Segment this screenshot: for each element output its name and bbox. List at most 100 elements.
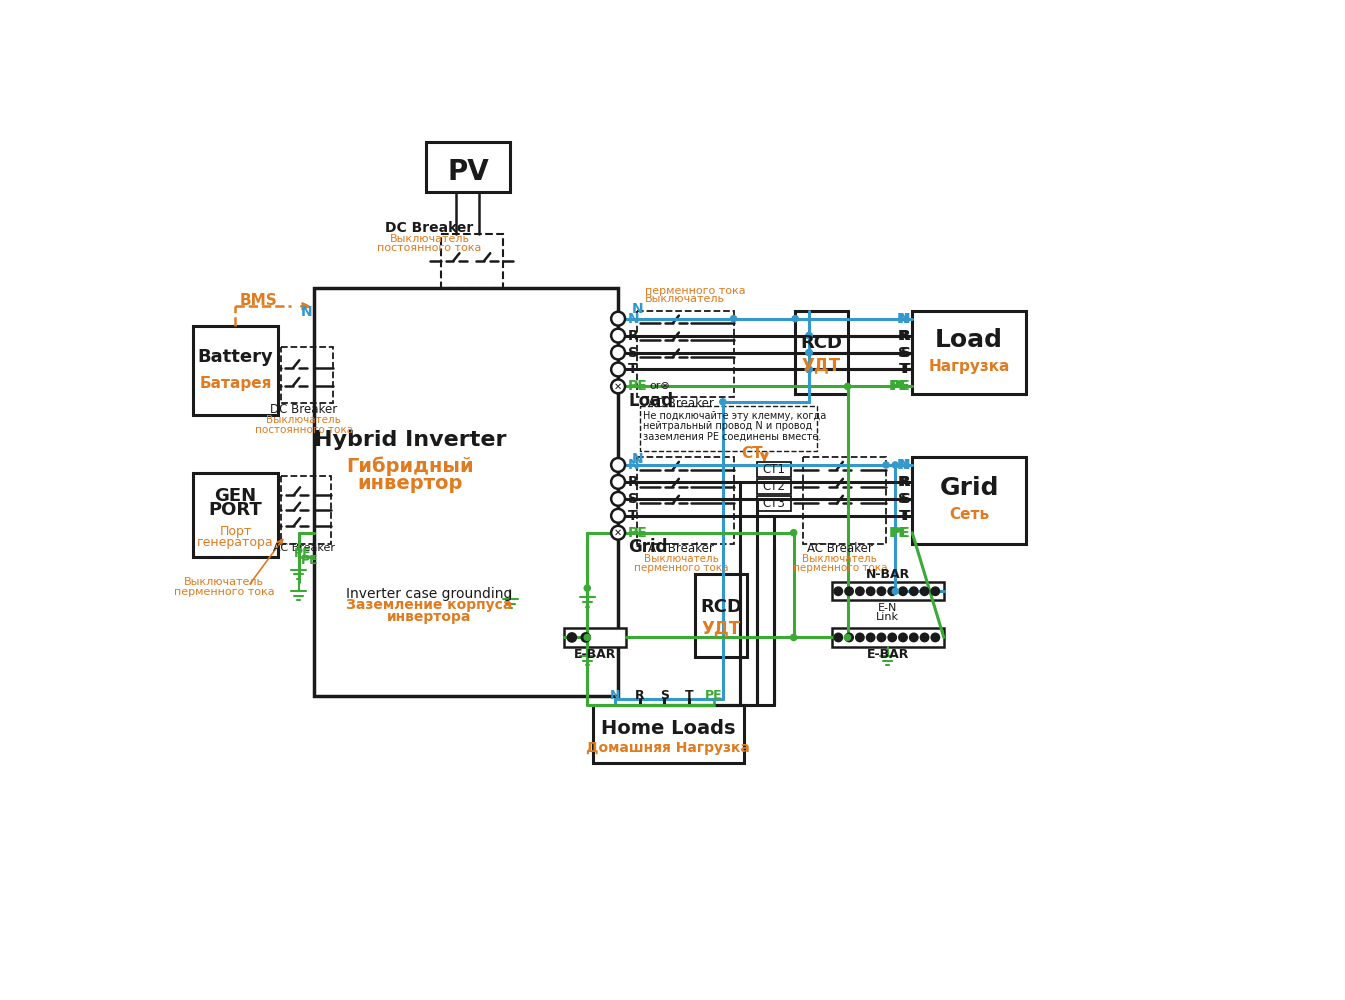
Text: Grid: Grid xyxy=(939,476,999,500)
Text: RCD: RCD xyxy=(701,598,742,616)
Circle shape xyxy=(892,588,898,594)
Text: AC Breaker: AC Breaker xyxy=(648,397,714,410)
Circle shape xyxy=(866,587,874,595)
Text: AC Breaker: AC Breaker xyxy=(273,543,335,553)
Text: S: S xyxy=(901,492,911,506)
Text: E-N: E-N xyxy=(878,603,897,613)
Text: S: S xyxy=(898,346,908,360)
Circle shape xyxy=(791,634,796,641)
Text: R: R xyxy=(628,475,639,489)
Text: R: R xyxy=(897,475,908,489)
Circle shape xyxy=(611,346,625,359)
Bar xyxy=(833,582,944,600)
Text: Заземление корпуса: Заземление корпуса xyxy=(346,598,512,612)
Text: T: T xyxy=(901,509,911,523)
Circle shape xyxy=(834,633,842,642)
Bar xyxy=(638,311,733,397)
Circle shape xyxy=(888,633,897,642)
Bar xyxy=(281,347,334,403)
Circle shape xyxy=(611,509,625,523)
Circle shape xyxy=(806,366,812,373)
Bar xyxy=(593,705,744,763)
Circle shape xyxy=(791,530,796,536)
Text: Выключатель: Выключатель xyxy=(266,415,342,425)
Text: Выключатель: Выключатель xyxy=(644,554,718,564)
Text: T: T xyxy=(628,362,638,376)
Bar xyxy=(425,142,510,192)
Text: N: N xyxy=(609,689,620,702)
Text: перменного тока: перменного тока xyxy=(792,563,888,573)
Text: Link: Link xyxy=(876,612,898,622)
Text: CT: CT xyxy=(741,446,763,461)
Bar xyxy=(912,457,1026,544)
Text: R: R xyxy=(900,475,911,489)
Circle shape xyxy=(898,587,908,595)
Circle shape xyxy=(611,312,625,326)
Text: N-BAR: N-BAR xyxy=(865,568,909,581)
Text: PE: PE xyxy=(301,554,319,567)
Circle shape xyxy=(845,383,850,390)
Text: S: S xyxy=(901,346,911,360)
Circle shape xyxy=(611,475,625,489)
Text: Load: Load xyxy=(935,328,1003,352)
Text: or⊗: or⊗ xyxy=(648,381,670,391)
Circle shape xyxy=(855,587,863,595)
Text: Home Loads: Home Loads xyxy=(601,719,736,738)
Text: Hybrid Inverter: Hybrid Inverter xyxy=(313,430,507,450)
Text: CT2: CT2 xyxy=(763,480,785,493)
Text: Выключатель: Выключатель xyxy=(390,234,469,244)
Circle shape xyxy=(584,634,590,641)
Text: E-BAR: E-BAR xyxy=(574,648,616,661)
Circle shape xyxy=(806,349,812,356)
Circle shape xyxy=(611,492,625,506)
Circle shape xyxy=(845,634,850,641)
Circle shape xyxy=(806,333,812,339)
Text: Порт: Порт xyxy=(219,525,252,538)
Text: N: N xyxy=(632,302,643,316)
Circle shape xyxy=(877,633,885,642)
Bar xyxy=(757,496,791,511)
Text: ✕: ✕ xyxy=(615,528,623,538)
Circle shape xyxy=(834,587,842,595)
Text: генератора: генератора xyxy=(198,536,274,549)
Text: Домашняя Нагрузка: Домашняя Нагрузка xyxy=(586,741,751,755)
Text: GEN: GEN xyxy=(214,487,257,505)
Text: перменного тока: перменного тока xyxy=(646,286,745,296)
Text: BMS: BMS xyxy=(239,293,277,308)
Circle shape xyxy=(931,587,940,595)
Text: N: N xyxy=(898,458,911,472)
Text: Выключатель: Выключатель xyxy=(803,554,877,564)
Text: DC Breaker: DC Breaker xyxy=(385,221,473,235)
Circle shape xyxy=(909,587,919,595)
Text: N: N xyxy=(632,452,643,466)
Text: PE: PE xyxy=(628,526,648,540)
Bar xyxy=(281,476,331,544)
Text: N: N xyxy=(628,312,640,326)
Bar xyxy=(194,326,278,415)
Circle shape xyxy=(920,587,929,595)
Bar xyxy=(640,406,816,451)
Text: E-BAR: E-BAR xyxy=(866,648,909,661)
Text: заземления PE соединены вместе.: заземления PE соединены вместе. xyxy=(643,431,822,441)
Bar xyxy=(833,628,944,647)
Text: N: N xyxy=(897,312,908,326)
Text: Гибридный: Гибридный xyxy=(347,457,473,476)
Text: перменного тока: перменного тока xyxy=(174,587,274,597)
Text: УДТ: УДТ xyxy=(702,619,741,637)
Text: нейтральный провод N и провод: нейтральный провод N и провод xyxy=(643,421,812,431)
Text: инвертора: инвертора xyxy=(387,610,472,624)
Circle shape xyxy=(898,633,908,642)
Circle shape xyxy=(806,333,812,339)
Text: N: N xyxy=(898,312,911,326)
Circle shape xyxy=(611,363,625,376)
Bar xyxy=(795,311,847,394)
Text: CT3: CT3 xyxy=(763,497,785,510)
Text: постоянного тока: постоянного тока xyxy=(254,425,352,435)
Text: Load: Load xyxy=(628,392,674,410)
Text: PE: PE xyxy=(889,379,908,393)
Circle shape xyxy=(611,526,625,540)
Text: R: R xyxy=(900,329,911,343)
Circle shape xyxy=(720,399,726,405)
Text: N: N xyxy=(628,458,640,472)
Text: Сеть: Сеть xyxy=(950,507,990,522)
